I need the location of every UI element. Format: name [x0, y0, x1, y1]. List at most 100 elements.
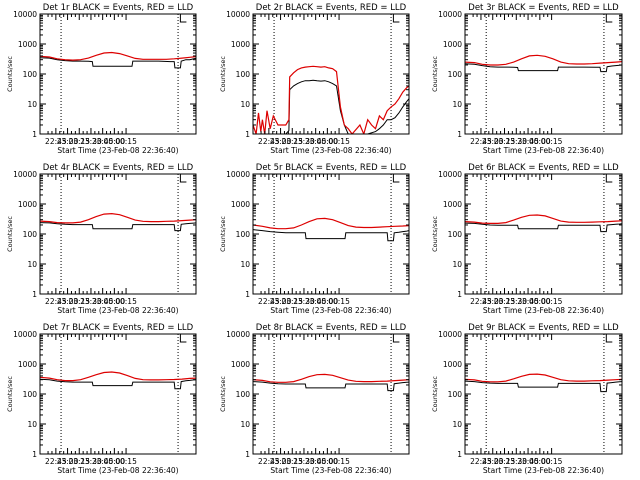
series-events-line: [253, 381, 409, 392]
series-group: [465, 54, 622, 73]
chart-panel-2: Det 2r BLACK = Events, RED = LLD 1 10 100 10…: [219, 3, 410, 155]
chart-panel-9: Det 9r BLACK = Events, RED = LLD 1 10 100 10…: [431, 323, 623, 475]
y-tick-label: 1000: [18, 40, 37, 49]
series-lld-line: [465, 214, 622, 224]
x-tick-label: 23:00: [482, 297, 504, 306]
x-tick-label: 23:30: [80, 457, 102, 466]
y-tick-label: 100: [448, 390, 463, 399]
x-tick-label: 23:15: [68, 457, 90, 466]
y-tick-label: 1000: [18, 200, 37, 209]
x-tick-label: 00:15: [115, 457, 137, 466]
x-tick-label: 23:45: [517, 297, 539, 306]
y-tick-label: 1: [245, 450, 250, 459]
chart-title: Det 7r BLACK = Events, RED = LLD: [43, 323, 194, 333]
x-tick-label: 22:45: [258, 457, 280, 466]
x-axis-label: Start Time (23-Feb-08 22:36:40): [483, 146, 604, 155]
y-tick-label: 1000: [443, 200, 462, 209]
x-axis-label: Start Time (23-Feb-08 22:36:40): [483, 466, 604, 475]
event-marker-L: [392, 14, 400, 23]
chart-panel-6: Det 6r BLACK = Events, RED = LLD 1 10 100 10…: [431, 163, 623, 315]
series-lld-line: [253, 217, 409, 230]
series-group: [465, 373, 622, 393]
x-tick-label: 23:00: [57, 297, 79, 306]
x-tick-label: 23:15: [281, 457, 303, 466]
x-tick-label: 22:45: [258, 137, 280, 146]
x-tick-label: 00:15: [541, 137, 563, 146]
x-tick-label: 23:30: [80, 137, 102, 146]
x-tick-label: 22:45: [470, 137, 492, 146]
x-tick-label: 22:45: [45, 137, 67, 146]
x-tick-label: 23:30: [505, 297, 527, 306]
x-axis-label: Start Time (23-Feb-08 22:36:40): [270, 306, 391, 315]
x-axis-label: Start Time (23-Feb-08 22:36:40): [270, 146, 391, 155]
x-tick-label: 23:00: [57, 137, 79, 146]
series-lld-line: [40, 51, 196, 61]
x-tick-label: 23:15: [494, 297, 516, 306]
x-tick-label: 23:00: [270, 297, 292, 306]
y-axis-label: Counts/sec: [6, 216, 14, 252]
x-tick-label: 23:30: [293, 457, 315, 466]
y-tick-label: 10: [27, 260, 37, 269]
x-tick-label: 23:00: [270, 137, 292, 146]
series-lld-line: [40, 371, 196, 382]
event-marker-L: [179, 334, 187, 343]
series-group: [465, 214, 622, 233]
x-tick-label: 00:15: [115, 137, 137, 146]
y-axis-label: Counts/sec: [431, 56, 439, 92]
series-group: [253, 373, 409, 392]
y-tick-label: 1: [32, 450, 37, 459]
y-tick-label: 10: [240, 100, 250, 109]
y-axis-label: Counts/sec: [431, 376, 439, 412]
x-tick-label: 23:45: [305, 457, 327, 466]
chart-title: Det 5r BLACK = Events, RED = LLD: [256, 163, 407, 173]
x-tick-label: 22:45: [45, 457, 67, 466]
y-tick-label: 1: [457, 290, 462, 299]
y-tick-label: 1000: [443, 40, 462, 49]
y-tick-label: 10000: [438, 170, 462, 179]
x-tick-label: 00:00: [529, 297, 551, 306]
series-events-line: [465, 380, 622, 393]
x-tick-label: 22:45: [258, 297, 280, 306]
x-tick-label: 23:00: [57, 457, 79, 466]
y-tick-label: 1: [245, 130, 250, 139]
x-tick-label: 23:30: [505, 457, 527, 466]
y-tick-label: 10: [27, 100, 37, 109]
x-tick-label: 00:15: [328, 137, 350, 146]
event-marker-L: [605, 14, 613, 23]
series-events-line: [40, 378, 196, 390]
y-tick-label: 10: [452, 100, 462, 109]
x-tick-label: 00:15: [328, 457, 350, 466]
chart-panel-7: Det 7r BLACK = Events, RED = LLD 1 10 100 10…: [6, 323, 197, 475]
chart-title: Det 9r BLACK = Events, RED = LLD: [468, 323, 619, 333]
x-tick-label: 00:00: [529, 137, 551, 146]
x-tick-label: 23:00: [482, 457, 504, 466]
series-group: [40, 371, 196, 390]
series-group: [40, 51, 196, 69]
series-lld-line: [465, 54, 622, 66]
x-tick-label: 23:45: [517, 137, 539, 146]
x-tick-label: 22:45: [470, 297, 492, 306]
y-axis-label: Counts/sec: [219, 376, 227, 412]
x-tick-label: 00:15: [328, 297, 350, 306]
x-tick-label: 23:15: [494, 457, 516, 466]
chart-panel-4: Det 4r BLACK = Events, RED = LLD 1 10 100 10…: [6, 163, 197, 315]
x-tick-label: 00:15: [541, 297, 563, 306]
chart-panel-5: Det 5r BLACK = Events, RED = LLD 1 10 100 10…: [219, 163, 410, 315]
y-tick-label: 10000: [438, 10, 462, 19]
y-axis-label: Counts/sec: [6, 376, 14, 412]
y-tick-label: 100: [236, 230, 251, 239]
y-tick-label: 10000: [226, 170, 250, 179]
x-tick-label: 23:15: [281, 137, 303, 146]
y-tick-label: 100: [448, 230, 463, 239]
y-tick-label: 10: [452, 420, 462, 429]
y-tick-label: 10000: [226, 330, 250, 339]
chart-title: Det 4r BLACK = Events, RED = LLD: [43, 163, 194, 173]
y-tick-label: 100: [236, 390, 251, 399]
y-tick-label: 1000: [231, 360, 250, 369]
x-tick-label: 00:15: [115, 297, 137, 306]
y-tick-label: 1: [32, 290, 37, 299]
x-tick-label: 23:45: [92, 457, 114, 466]
x-tick-label: 23:15: [68, 297, 90, 306]
x-tick-label: 22:45: [45, 297, 67, 306]
